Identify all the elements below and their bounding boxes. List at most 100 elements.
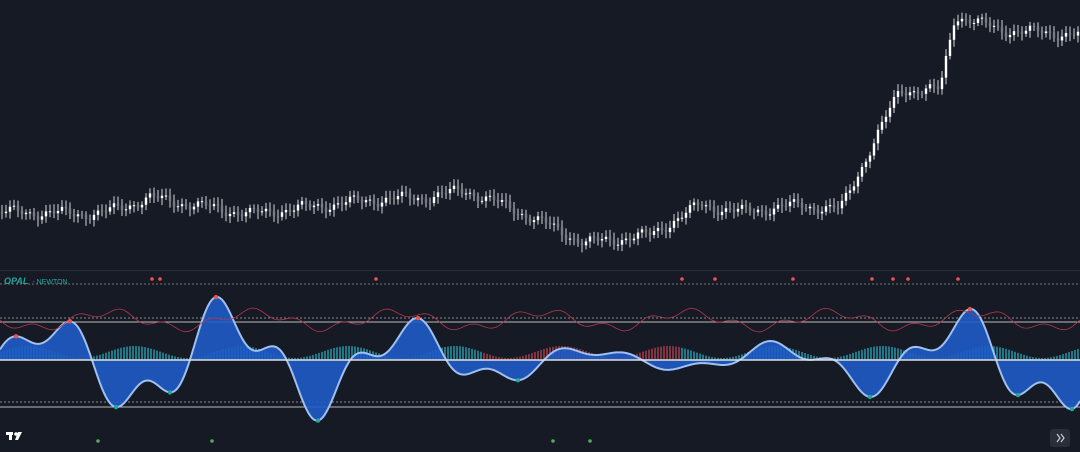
histogram-bar xyxy=(462,346,464,360)
histogram-bar xyxy=(129,346,131,360)
candle-body xyxy=(384,197,388,203)
histogram-bar xyxy=(720,357,722,360)
trough-dot xyxy=(113,404,119,410)
candle-body xyxy=(552,223,556,225)
histogram-bar xyxy=(447,346,449,360)
histogram-bar xyxy=(804,353,806,360)
candle-body xyxy=(876,129,880,144)
candle-body xyxy=(100,210,104,212)
histogram-bar xyxy=(840,356,842,360)
trough-dot xyxy=(1015,392,1021,398)
candle-body xyxy=(448,189,452,194)
candle-body xyxy=(768,214,772,216)
candle-body xyxy=(312,205,316,208)
candle-body xyxy=(540,216,544,218)
histogram-bar xyxy=(729,357,731,360)
histogram-bar xyxy=(852,352,854,360)
candle-body xyxy=(704,205,708,207)
histogram-bar xyxy=(891,346,893,360)
histogram-bar xyxy=(486,353,488,360)
candle-body xyxy=(368,199,372,201)
bottom-signal xyxy=(210,439,214,443)
histogram-bar xyxy=(810,354,812,360)
histogram-bar xyxy=(1059,355,1061,360)
histogram-bar xyxy=(696,352,698,360)
candle-body xyxy=(432,196,436,204)
candle-body xyxy=(300,201,304,205)
histogram-bar xyxy=(873,346,875,360)
candle-body xyxy=(140,204,144,208)
histogram-bar xyxy=(537,350,539,360)
candle-body xyxy=(640,229,644,233)
candle-body xyxy=(964,18,968,20)
histogram-bar xyxy=(474,349,476,360)
candle-body xyxy=(36,216,40,220)
histogram-bar xyxy=(1062,354,1064,360)
peak-dot xyxy=(967,306,973,312)
histogram-bar xyxy=(999,347,1001,360)
candle-body xyxy=(392,197,396,200)
histogram-bar xyxy=(738,355,740,360)
histogram-bar xyxy=(348,346,350,360)
bottom-signal xyxy=(588,439,592,443)
candle-body xyxy=(548,222,552,225)
candle-body xyxy=(568,238,572,240)
candle-body xyxy=(400,191,404,197)
candle-body xyxy=(988,22,992,27)
candle-body xyxy=(752,211,756,213)
candle-body xyxy=(316,204,320,206)
candle-body xyxy=(68,208,72,214)
candle-body xyxy=(644,229,648,233)
candle-body xyxy=(48,211,52,213)
histogram-bar xyxy=(798,350,800,360)
histogram-bar xyxy=(732,356,734,360)
histogram-bar xyxy=(543,348,545,360)
candle-body xyxy=(504,200,508,202)
candle-body xyxy=(632,238,636,241)
candle-body xyxy=(940,77,944,90)
histogram-bar xyxy=(105,352,107,360)
top-signal xyxy=(956,277,960,281)
histogram-bar xyxy=(867,347,869,360)
histogram-bar xyxy=(180,357,182,360)
histogram-bar xyxy=(654,347,656,360)
histogram-bar xyxy=(318,352,320,360)
histogram-bar xyxy=(339,346,341,360)
candle-body xyxy=(20,210,24,215)
candle-body xyxy=(360,199,364,203)
candle-body xyxy=(932,84,936,87)
candle-body xyxy=(268,208,272,212)
candle-body xyxy=(928,84,932,89)
candle-body xyxy=(924,88,928,94)
top-signal xyxy=(150,277,154,281)
histogram-bar xyxy=(147,347,149,360)
top-signal xyxy=(374,277,378,281)
scroll-button[interactable] xyxy=(1050,429,1070,447)
candle-body xyxy=(952,25,956,40)
histogram-bar xyxy=(723,357,725,360)
candle-body xyxy=(112,203,116,208)
candle-body xyxy=(680,217,684,219)
candle-body xyxy=(1064,33,1068,37)
histogram-bar xyxy=(453,346,455,360)
candle-body xyxy=(984,17,988,23)
histogram-bar xyxy=(741,354,743,360)
histogram-bar xyxy=(168,354,170,360)
trough-dot xyxy=(315,418,321,423)
candle-body xyxy=(1024,30,1028,34)
candle-body xyxy=(508,201,512,209)
histogram-bar xyxy=(1065,353,1067,360)
candle-body xyxy=(700,204,704,207)
candle-body xyxy=(832,204,836,208)
histogram-bar xyxy=(324,350,326,360)
histogram-bar xyxy=(897,348,899,360)
histogram-bar xyxy=(885,346,887,360)
candle-body xyxy=(64,206,68,209)
candle-body xyxy=(152,193,156,197)
candle-body xyxy=(824,206,828,212)
candle-body xyxy=(224,212,228,217)
candle-body xyxy=(232,212,236,214)
candle-body xyxy=(228,213,232,217)
candle-body xyxy=(204,201,208,206)
